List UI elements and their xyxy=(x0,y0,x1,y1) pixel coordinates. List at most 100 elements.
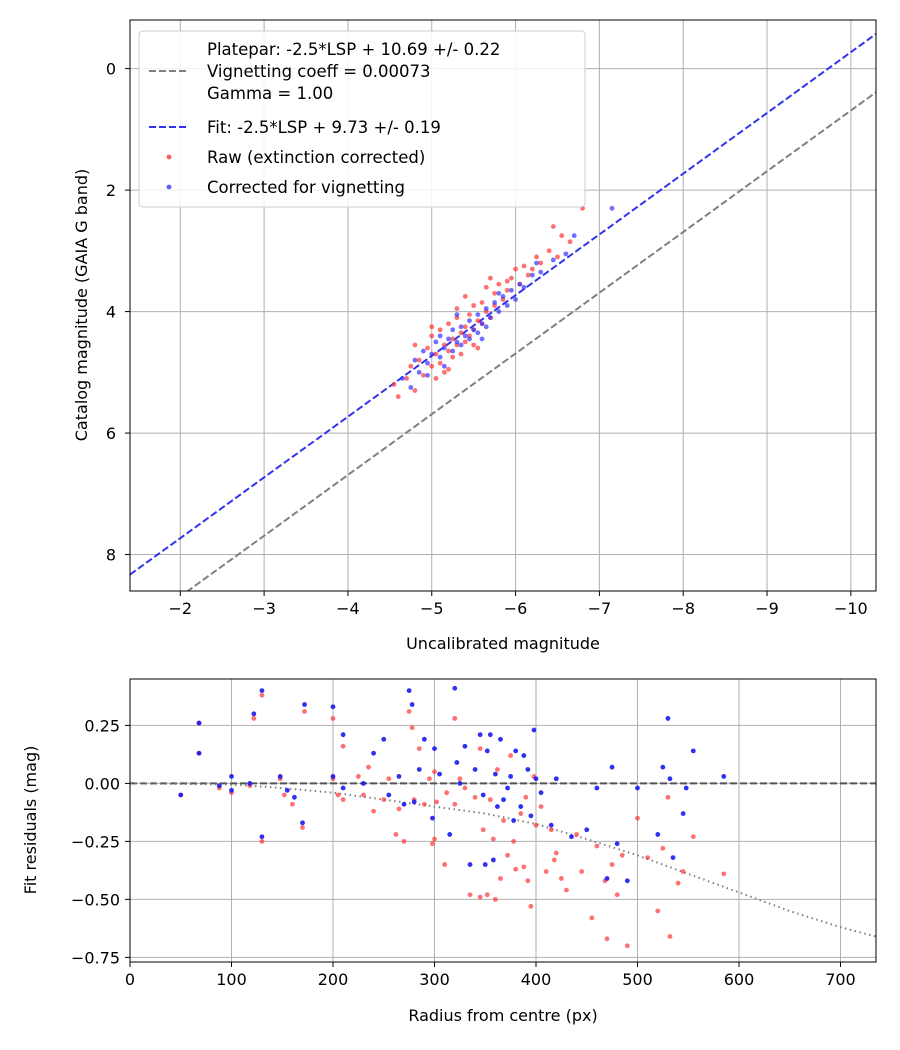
corrected-residual-point xyxy=(381,736,387,742)
corrected-residual-point xyxy=(665,716,671,721)
raw-residual-point xyxy=(335,792,341,798)
raw-residual-point xyxy=(386,776,392,782)
raw-residual-point xyxy=(680,869,686,874)
corrected-point xyxy=(441,345,447,351)
raw-residual-point xyxy=(490,836,496,842)
corrected-point xyxy=(496,290,502,296)
corrected-residual-point xyxy=(340,732,346,738)
raw-point xyxy=(433,375,439,381)
residuals-y-tick-label: −0.25 xyxy=(71,832,120,851)
raw-point xyxy=(521,263,527,269)
raw-residual-point xyxy=(477,746,483,751)
corrected-residual-point xyxy=(660,764,666,770)
corrected-residual-point xyxy=(521,753,527,758)
corrected-residual-point xyxy=(683,785,689,791)
raw-point xyxy=(391,382,397,387)
raw-residual-point xyxy=(467,892,473,898)
corrected-residual-point xyxy=(216,783,222,789)
raw-residual-point xyxy=(505,852,510,858)
raw-point xyxy=(550,224,556,229)
corrected-residual-point xyxy=(569,834,574,840)
raw-point xyxy=(546,248,552,254)
raw-point xyxy=(412,342,418,348)
residuals-x-tick-label: 400 xyxy=(521,970,552,989)
calibration-line-platepar xyxy=(186,91,876,591)
raw-residual-point xyxy=(251,716,257,721)
corrected-residual-point xyxy=(635,785,640,791)
corrected-point xyxy=(483,324,489,330)
residuals-x-tick-label: 100 xyxy=(216,970,247,989)
corrected-residual-point xyxy=(447,832,453,837)
raw-residual-point xyxy=(525,878,531,884)
corrected-residual-point xyxy=(533,776,539,782)
corrected-residual-point xyxy=(284,787,290,793)
corrected-residual-point xyxy=(518,804,524,809)
corrected-point xyxy=(538,269,544,275)
raw-point xyxy=(433,351,439,357)
raw-residual-point xyxy=(635,815,640,821)
corrected-residual-point xyxy=(584,827,590,833)
raw-residual-point xyxy=(340,743,346,749)
corrected-point xyxy=(446,336,451,342)
raw-point xyxy=(437,360,443,366)
corrected-residual-point xyxy=(330,704,336,710)
raw-residual-point xyxy=(548,827,554,833)
corrected-residual-point xyxy=(406,688,412,693)
corrected-point xyxy=(450,348,456,354)
corrected-residual-point xyxy=(670,855,676,861)
corrected-residual-point xyxy=(396,774,402,779)
raw-residual-point xyxy=(472,794,478,800)
raw-residual-point xyxy=(665,794,671,800)
raw-point xyxy=(429,363,435,369)
raw-residual-point xyxy=(452,801,458,807)
raw-residual-point xyxy=(477,894,483,900)
corrected-point xyxy=(521,284,527,290)
raw-residual-point xyxy=(551,857,557,863)
raw-residual-point xyxy=(259,838,265,844)
raw-residual-point xyxy=(604,936,610,942)
raw-point xyxy=(458,351,464,357)
raw-residual-point xyxy=(498,876,503,881)
raw-point xyxy=(479,300,485,305)
raw-residual-point xyxy=(330,716,336,721)
raw-point xyxy=(437,327,443,333)
corrected-residual-point xyxy=(472,767,478,772)
corrected-point xyxy=(517,281,523,287)
raw-point xyxy=(492,290,498,296)
corrected-point xyxy=(571,233,577,239)
corrected-residual-point xyxy=(437,771,442,777)
raw-point xyxy=(446,348,451,354)
calibration-x-tick-label: −5 xyxy=(420,599,444,618)
legend-dot-marker xyxy=(166,154,172,160)
raw-residual-point xyxy=(645,855,651,861)
corrected-point xyxy=(412,357,418,363)
raw-point xyxy=(471,342,477,348)
calibration-x-tick-label: −4 xyxy=(336,599,360,618)
legend-label: Vignetting coeff = 0.00073 xyxy=(207,62,431,81)
corrected-residual-point xyxy=(528,813,534,819)
raw-residual-point xyxy=(518,811,524,816)
raw-point xyxy=(450,354,456,360)
raw-residual-point xyxy=(589,915,595,921)
raw-point xyxy=(483,284,489,290)
calibration-y-tick-label: 8 xyxy=(106,546,116,565)
corrected-residual-point xyxy=(462,743,468,749)
calibration-y-tick-label: 2 xyxy=(106,181,116,200)
calibration-x-tick-label: −9 xyxy=(755,599,779,618)
calibration-y-tick-label: 0 xyxy=(106,60,116,79)
corrected-residual-point xyxy=(538,790,544,796)
raw-residual-point xyxy=(521,864,527,870)
corrected-residual-point xyxy=(525,767,531,772)
residuals-x-tick-label: 300 xyxy=(419,970,450,989)
raw-residual-point xyxy=(302,709,307,714)
raw-residual-point xyxy=(421,801,427,807)
corrected-point xyxy=(508,287,514,293)
corrected-residual-point xyxy=(196,720,202,726)
residuals-y-axis-label: Fit residuals (mag) xyxy=(21,746,40,895)
residuals-x-axis-label: Radius from centre (px) xyxy=(408,1006,597,1025)
raw-residual-point xyxy=(371,808,376,814)
raw-residual-point xyxy=(501,818,506,823)
corrected-residual-point xyxy=(259,688,265,693)
calibration-points xyxy=(391,205,615,400)
